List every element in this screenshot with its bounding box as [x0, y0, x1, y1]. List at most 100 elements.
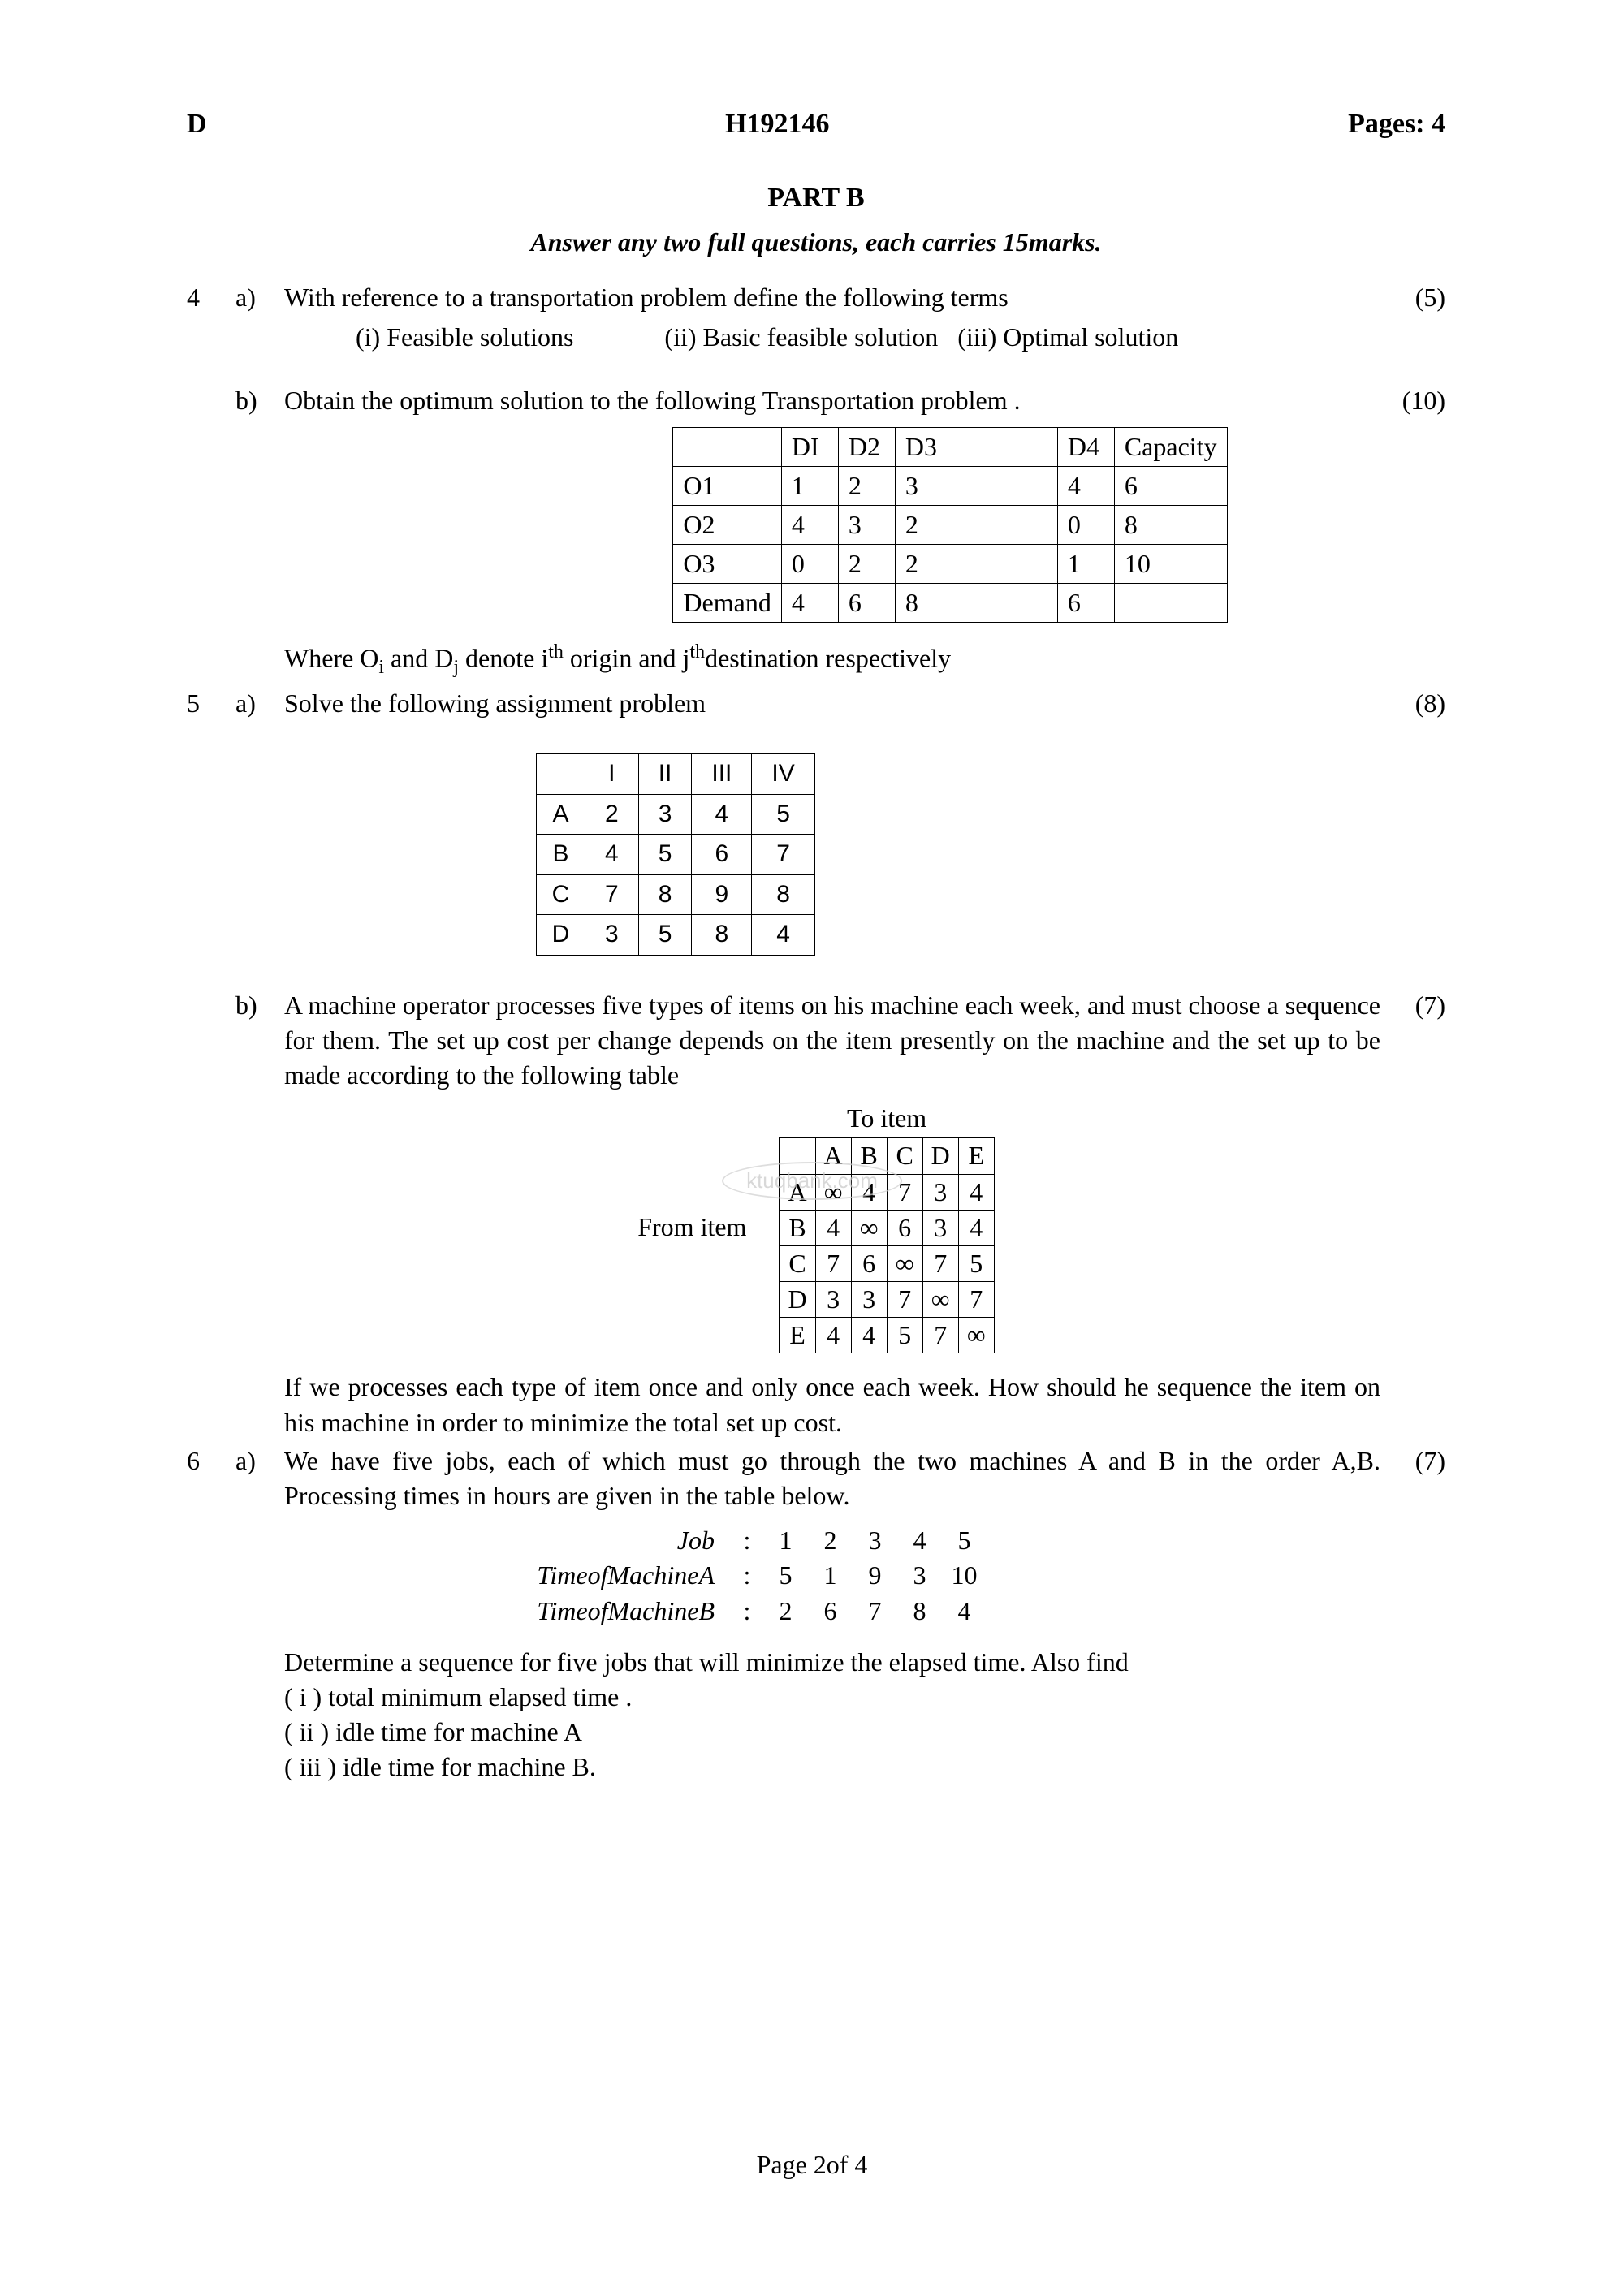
job-row-label: TimeofMachineA — [503, 1558, 731, 1593]
table-header-cell: A — [815, 1138, 851, 1174]
table-cell: 3 — [638, 794, 692, 835]
job-row-label: TimeofMachineB — [503, 1594, 731, 1629]
table-cell: 9 — [692, 874, 752, 915]
table-cell: 7 — [887, 1174, 922, 1210]
q6a-after3: ( ii ) idle time for machine A — [284, 1715, 1445, 1750]
table-cell: Demand — [673, 584, 781, 623]
table-header-cell: B — [851, 1138, 887, 1174]
table-cell: 3 — [895, 466, 1057, 505]
from-item-label: From item — [637, 1210, 746, 1245]
table-header-cell — [673, 427, 781, 466]
table-cell: E — [780, 1318, 815, 1353]
table-cell: 4 — [851, 1174, 887, 1210]
table-header-cell: IV — [752, 754, 814, 795]
table-cell: 2 — [895, 505, 1057, 544]
table-cell: 5 — [638, 915, 692, 956]
table-cell: B — [780, 1210, 815, 1245]
table-cell: 6 — [1057, 584, 1114, 623]
question-text: With reference to a transportation probl… — [284, 280, 1380, 315]
table-cell: 10 — [1114, 545, 1227, 584]
table-cell: 6 — [887, 1210, 922, 1245]
transportation-table-wrap: DID2D3D4CapacityO112346O243208O3022110De… — [455, 427, 1445, 624]
table-cell: 5 — [958, 1245, 994, 1281]
job-value: 2 — [763, 1594, 808, 1629]
table-cell: 0 — [781, 545, 838, 584]
assignment-table: IIIIIIIVA2345B4567C7898D3584 — [536, 753, 815, 956]
setup-table: ABCDEA∞4734B4∞634C76∞75D337∞7E4457∞ — [779, 1137, 994, 1353]
marks: (5) — [1380, 280, 1445, 315]
table-header-cell: E — [958, 1138, 994, 1174]
q6a-after4: ( iii ) idle time for machine B. — [284, 1750, 1445, 1785]
table-cell: 4 — [585, 835, 639, 875]
table-cell: D — [537, 915, 585, 956]
question-6a: 6 a) We have five jobs, each of which mu… — [187, 1444, 1445, 1513]
marks: (7) — [1380, 988, 1445, 1023]
job-value: 4 — [897, 1523, 942, 1558]
table-cell: 6 — [851, 1245, 887, 1281]
table-cell: 7 — [958, 1282, 994, 1318]
table-header-cell: D2 — [838, 427, 895, 466]
page-footer: Page 2of 4 — [0, 2147, 1624, 2182]
table-cell: 7 — [922, 1318, 958, 1353]
job-value: 3 — [853, 1523, 897, 1558]
question-4b: b) Obtain the optimum solution to the fo… — [187, 383, 1445, 418]
question-text: Obtain the optimum solution to the follo… — [284, 383, 1380, 418]
table-cell: O2 — [673, 505, 781, 544]
job-table: Job:12345TimeofMachineA:519310TimeofMach… — [503, 1523, 1445, 1629]
table-cell: 1 — [781, 466, 838, 505]
table-cell: 3 — [851, 1282, 887, 1318]
question-number: 6 — [187, 1444, 235, 1478]
job-value: 2 — [808, 1523, 853, 1558]
table-cell: 4 — [815, 1210, 851, 1245]
q4b-note: Where Oi and Dj denote ith origin and jt… — [284, 639, 1445, 680]
table-cell: ∞ — [922, 1282, 958, 1318]
question-5a: 5 a) Solve the following assignment prob… — [187, 686, 1445, 721]
page-header: D H192146 Pages: 4 — [187, 106, 1445, 143]
header-center: H192146 — [725, 106, 829, 143]
table-cell: 3 — [838, 505, 895, 544]
table-header-cell: II — [638, 754, 692, 795]
table-cell: 4 — [752, 915, 814, 956]
table-header-cell: D — [922, 1138, 958, 1174]
table-cell: 7 — [815, 1245, 851, 1281]
question-text: Solve the following assignment problem — [284, 686, 1380, 721]
job-value: 5 — [942, 1523, 987, 1558]
instruction: Answer any two full questions, each carr… — [187, 225, 1445, 260]
table-cell: 5 — [638, 835, 692, 875]
setup-table-block: To item ABCDEA∞4734B4∞634C76∞75D337∞7E44… — [779, 1101, 994, 1353]
table-cell: 4 — [781, 505, 838, 544]
header-right: Pages: 4 — [1348, 106, 1445, 143]
table-cell: 6 — [1114, 466, 1227, 505]
table-cell: 3 — [815, 1282, 851, 1318]
to-item-label: To item — [779, 1101, 994, 1136]
table-cell: 5 — [887, 1318, 922, 1353]
job-value: 3 — [897, 1558, 942, 1593]
table-cell: 4 — [1057, 466, 1114, 505]
table-header-cell: Capacity — [1114, 427, 1227, 466]
job-value: 1 — [808, 1558, 853, 1593]
table-cell: 7 — [585, 874, 639, 915]
question-text: We have five jobs, each of which must go… — [284, 1444, 1380, 1513]
job-value: 6 — [808, 1594, 853, 1629]
table-cell: A — [537, 794, 585, 835]
q4a-terms: (i) Feasible solutions (ii) Basic feasib… — [349, 320, 1445, 355]
exam-page: D H192146 Pages: 4 PART B Answer any two… — [0, 0, 1624, 1785]
job-value: 8 — [897, 1594, 942, 1629]
q6a-after2: ( i ) total minimum elapsed time . — [284, 1680, 1445, 1715]
question-number: 5 — [187, 686, 235, 721]
table-cell: C — [537, 874, 585, 915]
table-cell: 4 — [781, 584, 838, 623]
table-cell: 7 — [752, 835, 814, 875]
table-cell: 8 — [895, 584, 1057, 623]
table-header-cell: D4 — [1057, 427, 1114, 466]
table-cell: 5 — [752, 794, 814, 835]
job-value: 9 — [853, 1558, 897, 1593]
sub-label: b) — [235, 988, 284, 1023]
question-5b: b) A machine operator processes five typ… — [187, 988, 1445, 1094]
table-cell: ∞ — [887, 1245, 922, 1281]
table-cell: 2 — [838, 466, 895, 505]
table-header-cell: D3 — [895, 427, 1057, 466]
table-header-cell: III — [692, 754, 752, 795]
colon: : — [731, 1523, 763, 1558]
table-cell: ∞ — [851, 1210, 887, 1245]
